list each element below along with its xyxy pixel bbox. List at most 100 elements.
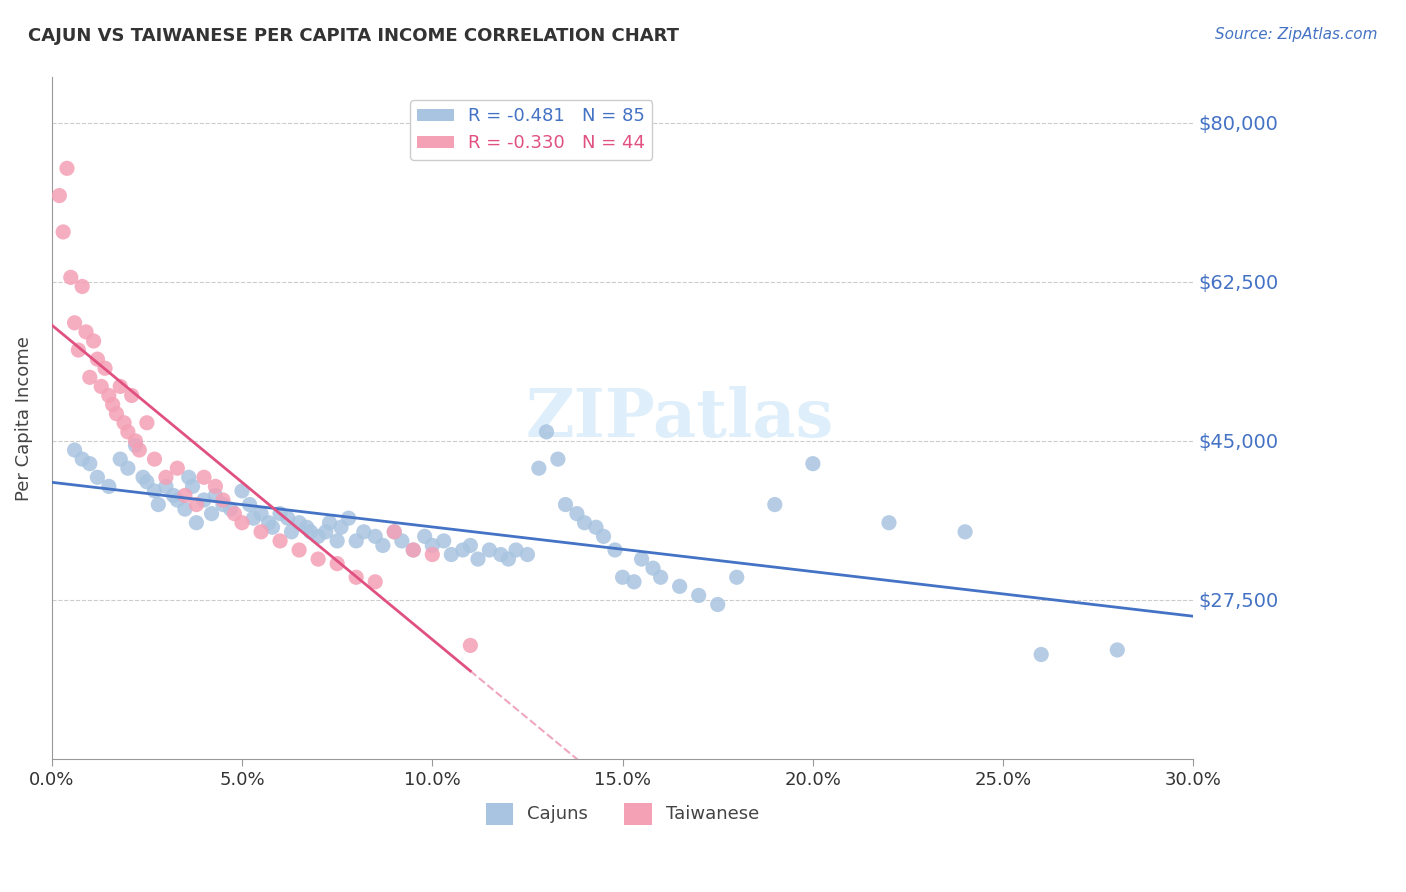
- Point: [67, 343, 90, 357]
- Point: [224, 507, 246, 521]
- Point: [688, 589, 710, 603]
- Point: [650, 570, 672, 584]
- Point: [79, 370, 101, 384]
- Point: [505, 543, 527, 558]
- Point: [315, 524, 337, 539]
- Point: [433, 533, 456, 548]
- Point: [623, 574, 645, 589]
- Point: [124, 434, 146, 448]
- Point: [478, 543, 501, 558]
- Point: [177, 470, 200, 484]
- Point: [877, 516, 900, 530]
- Point: [467, 552, 489, 566]
- Point: [148, 498, 170, 512]
- Point: [174, 502, 197, 516]
- Text: Source: ZipAtlas.com: Source: ZipAtlas.com: [1215, 27, 1378, 42]
- Point: [763, 498, 786, 512]
- Point: [231, 516, 253, 530]
- Point: [382, 524, 405, 539]
- Point: [193, 470, 215, 484]
- Point: [337, 511, 360, 525]
- Point: [668, 579, 690, 593]
- Point: [143, 483, 166, 498]
- Point: [460, 538, 482, 552]
- Point: [420, 538, 443, 552]
- Point: [132, 470, 155, 484]
- Point: [413, 529, 436, 543]
- Point: [204, 479, 226, 493]
- Point: [364, 574, 387, 589]
- Legend: Cajuns, Taiwanese: Cajuns, Taiwanese: [478, 796, 766, 831]
- Point: [326, 533, 349, 548]
- Point: [48, 188, 70, 202]
- Point: [565, 507, 588, 521]
- Y-axis label: Per Capita Income: Per Capita Income: [15, 335, 32, 500]
- Point: [277, 511, 299, 525]
- Point: [326, 557, 349, 571]
- Point: [75, 325, 97, 339]
- Point: [124, 438, 146, 452]
- Point: [155, 479, 177, 493]
- Point: [953, 524, 976, 539]
- Text: ZIPatlas: ZIPatlas: [526, 385, 834, 450]
- Point: [97, 479, 120, 493]
- Point: [706, 598, 728, 612]
- Point: [353, 524, 375, 539]
- Point: [420, 548, 443, 562]
- Point: [162, 488, 184, 502]
- Point: [117, 461, 139, 475]
- Point: [101, 398, 124, 412]
- Point: [166, 461, 188, 475]
- Point: [128, 443, 150, 458]
- Point: [592, 529, 614, 543]
- Point: [193, 493, 215, 508]
- Point: [344, 570, 367, 584]
- Point: [344, 533, 367, 548]
- Point: [204, 488, 226, 502]
- Point: [318, 516, 340, 530]
- Point: [257, 516, 280, 530]
- Point: [460, 639, 482, 653]
- Point: [200, 507, 222, 521]
- Point: [585, 520, 607, 534]
- Point: [1107, 643, 1129, 657]
- Point: [56, 161, 79, 176]
- Point: [280, 524, 302, 539]
- Point: [83, 334, 105, 348]
- Point: [52, 225, 75, 239]
- Point: [262, 520, 284, 534]
- Point: [451, 543, 474, 558]
- Point: [63, 316, 86, 330]
- Point: [105, 407, 128, 421]
- Point: [547, 452, 569, 467]
- Point: [79, 457, 101, 471]
- Point: [288, 516, 311, 530]
- Point: [90, 379, 112, 393]
- Point: [63, 443, 86, 458]
- Point: [364, 529, 387, 543]
- Point: [70, 452, 93, 467]
- Point: [269, 507, 291, 521]
- Point: [527, 461, 550, 475]
- Point: [391, 533, 413, 548]
- Point: [86, 352, 108, 367]
- Point: [288, 543, 311, 558]
- Point: [143, 452, 166, 467]
- Point: [630, 552, 652, 566]
- Point: [181, 479, 204, 493]
- Point: [186, 498, 208, 512]
- Point: [1031, 648, 1053, 662]
- Point: [536, 425, 558, 439]
- Point: [155, 470, 177, 484]
- Point: [612, 570, 634, 584]
- Point: [70, 279, 93, 293]
- Point: [86, 470, 108, 484]
- Point: [382, 524, 405, 539]
- Point: [489, 548, 512, 562]
- Point: [110, 379, 132, 393]
- Point: [299, 524, 322, 539]
- Point: [97, 388, 120, 402]
- Point: [801, 457, 824, 471]
- Point: [135, 475, 157, 489]
- Point: [94, 361, 117, 376]
